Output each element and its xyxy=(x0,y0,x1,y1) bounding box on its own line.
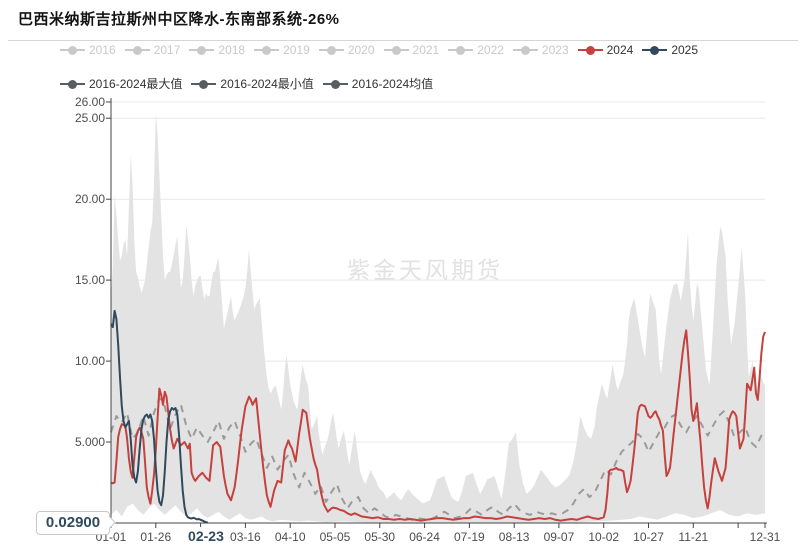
legend-label: 2021 xyxy=(412,43,440,57)
legend-line-dot-icon xyxy=(322,79,348,89)
legend-label: 2017 xyxy=(153,43,181,57)
legend-item-2022[interactable]: 2022 xyxy=(448,43,504,57)
legend-dot-icon xyxy=(68,45,77,55)
legend-item-2024[interactable]: 2024 xyxy=(577,43,634,57)
legend-line-dot-icon xyxy=(383,45,409,55)
legend-dot-icon xyxy=(197,45,207,55)
mean-dashed-line xyxy=(110,397,766,521)
legend-line-dot-icon xyxy=(189,45,215,55)
legend-label: 2016-2024最大值 xyxy=(89,77,183,91)
legend-line-dot-icon xyxy=(448,45,474,55)
legend-dot-icon xyxy=(326,45,336,55)
legend-label: 2018 xyxy=(218,43,246,57)
legend-label: 2019 xyxy=(283,43,310,57)
legend-dot-icon xyxy=(132,45,142,55)
legend-dot-icon xyxy=(391,45,401,55)
legend-label: 2022 xyxy=(477,43,504,57)
legend-dot-icon xyxy=(520,45,530,55)
legend-label: 2016 xyxy=(89,43,116,57)
line-2025 xyxy=(110,309,208,524)
legend-item-2016-2024均值[interactable]: 2016-2024均值 xyxy=(322,77,434,91)
legend-label: 2020 xyxy=(347,43,375,57)
legend-item-2021[interactable]: 2021 xyxy=(383,43,440,57)
legend-line-dot-icon xyxy=(512,45,538,55)
legend-dot-icon xyxy=(262,45,272,55)
legend-item-2023[interactable]: 2023 xyxy=(512,43,569,57)
x-axis-pointer-label: 02-23 xyxy=(182,527,230,546)
legend-label: 2023 xyxy=(541,43,569,57)
legend-item-2016-2024最小值[interactable]: 2016-2024最小值 xyxy=(191,77,314,91)
legend-label: 2025 xyxy=(671,43,699,57)
legend-label: 2024 xyxy=(606,43,634,57)
y-axis-pointer-label: 0.02900 xyxy=(36,510,110,535)
legend-line-dot-icon xyxy=(318,45,344,55)
legend-dot-icon xyxy=(585,45,595,55)
legend-dot-icon xyxy=(68,79,77,89)
title-divider xyxy=(8,40,798,41)
legend-dot-icon xyxy=(650,45,660,55)
legend-line-dot-icon xyxy=(642,45,668,55)
legend-line-dot-icon xyxy=(60,79,85,89)
legend-label: 2016-2024最小值 xyxy=(220,77,314,91)
legend-item-2025[interactable]: 2025 xyxy=(642,43,698,57)
legend-dot-icon xyxy=(456,45,466,55)
chart-title: 巴西米纳斯吉拉斯州中区降水-东南部系统-26% xyxy=(18,11,340,28)
legend-item-2016-2024最大值[interactable]: 2016-2024最大值 xyxy=(60,77,182,91)
legend-line-dot-icon xyxy=(124,45,150,55)
legend-line-dot-icon xyxy=(577,45,603,55)
legend-dot-icon xyxy=(199,79,209,89)
legend-line-dot-icon xyxy=(60,45,85,55)
minmax-band-area xyxy=(111,113,765,524)
legend-item-2017[interactable]: 2017 xyxy=(124,43,181,57)
legend-item-2018[interactable]: 2018 xyxy=(189,43,245,57)
legend-line-dot-icon xyxy=(254,45,280,55)
legend-line-dot-icon xyxy=(191,79,217,89)
line-2024 xyxy=(110,329,766,522)
legend-item-2016[interactable]: 2016 xyxy=(60,43,116,57)
legend-label: 2016-2024均值 xyxy=(351,77,434,91)
legend-dot-icon xyxy=(330,79,340,89)
legend-item-2019[interactable]: 2019 xyxy=(254,43,310,57)
legend: 2016 2017 2018 2019 2020 2021 2022 2023 2024 2025… xyxy=(60,43,752,91)
legend-item-2020[interactable]: 2020 xyxy=(318,43,375,57)
watermark: 紫金天风期货 xyxy=(347,257,503,283)
